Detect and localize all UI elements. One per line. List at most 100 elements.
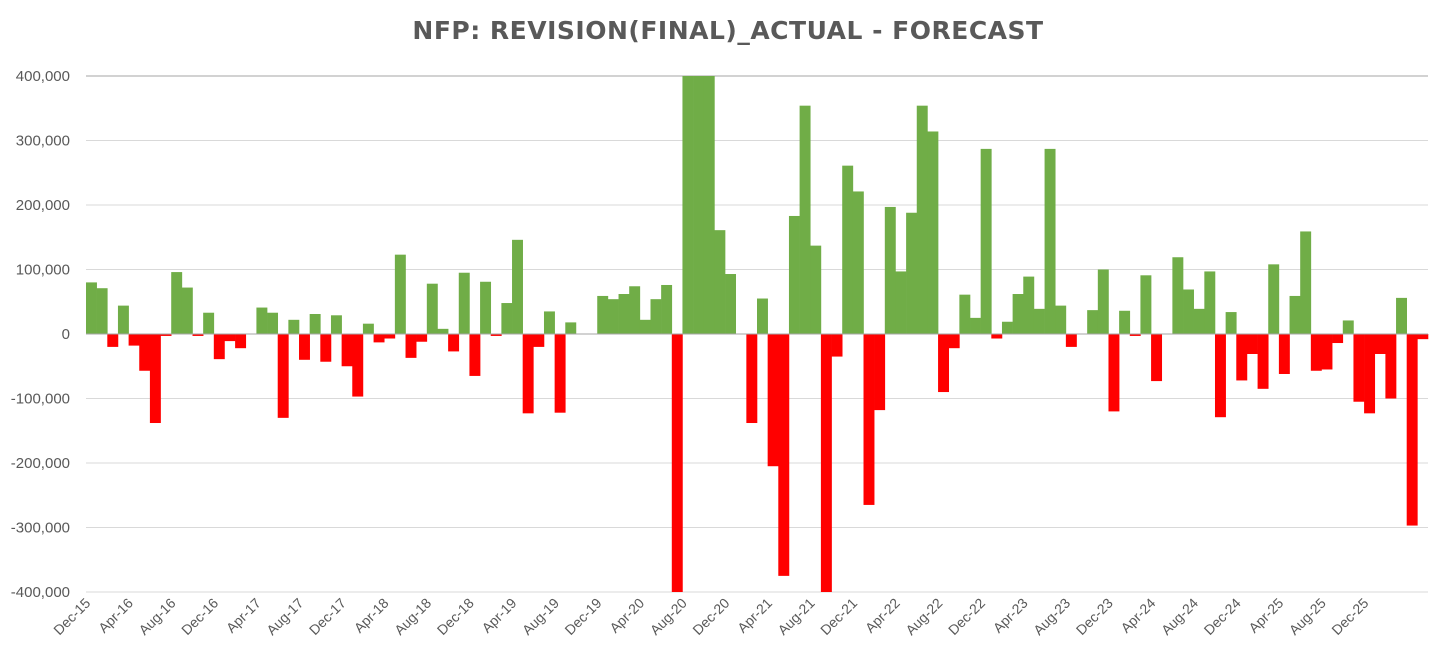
bar	[757, 298, 768, 334]
y-axis-ticks: 400,000 300,000 200,000 100,000 0 -100,000 -20…	[11, 68, 70, 601]
bar	[639, 319, 651, 334]
bar	[831, 334, 843, 357]
x-tick-label: Apr-19	[478, 595, 519, 636]
bar	[1374, 334, 1386, 354]
bar	[1033, 308, 1045, 334]
bar	[1012, 294, 1024, 334]
bar	[490, 334, 502, 336]
x-tick-label: Aug-24	[1158, 595, 1201, 638]
x-tick-label: Dec-18	[434, 595, 477, 638]
bar	[629, 286, 641, 334]
x-tick-label: Dec-20	[689, 595, 732, 638]
bar	[181, 287, 193, 334]
bar	[86, 282, 97, 334]
y-tick-label: 200,000	[16, 197, 70, 214]
x-tick-label: Aug-25	[1286, 595, 1329, 638]
bar	[788, 215, 800, 334]
bar	[107, 334, 119, 347]
bar	[948, 334, 960, 349]
bar	[1055, 305, 1067, 334]
bar	[1183, 289, 1194, 334]
bar	[1065, 334, 1077, 347]
bar	[1001, 321, 1013, 334]
x-tick-label: Apr-21	[734, 595, 775, 636]
bar	[725, 274, 736, 334]
bar	[1140, 275, 1152, 334]
bar	[533, 334, 545, 347]
x-tick-label: Apr-24	[1117, 595, 1158, 636]
bar	[1214, 334, 1226, 418]
x-tick-label: Aug-16	[135, 595, 178, 638]
bar	[842, 165, 854, 334]
bar	[1129, 334, 1141, 336]
bar	[1406, 334, 1418, 526]
bar	[1417, 334, 1429, 340]
bar	[213, 334, 225, 360]
x-tick-label: Aug-18	[391, 595, 434, 638]
x-tick-label: Apr-16	[95, 595, 136, 636]
bar	[480, 281, 492, 334]
bar	[192, 334, 204, 336]
x-tick-label: Aug-20	[647, 595, 690, 638]
bar	[1151, 334, 1163, 382]
bar	[288, 319, 300, 334]
bar	[863, 334, 875, 505]
bar	[1087, 310, 1099, 334]
x-tick-label: Apr-23	[990, 595, 1031, 636]
bar	[149, 334, 161, 424]
bar	[416, 334, 428, 342]
bar	[820, 334, 832, 592]
bar	[799, 105, 811, 334]
bar	[139, 334, 151, 371]
bar	[117, 305, 129, 334]
x-tick-label: Aug-21	[774, 595, 817, 638]
bar	[309, 314, 321, 334]
bar	[341, 334, 353, 367]
bar	[607, 299, 619, 334]
x-tick-label: Dec-17	[306, 595, 349, 638]
bar	[1023, 276, 1035, 334]
bar	[171, 272, 183, 334]
bar	[405, 334, 417, 358]
bar	[543, 311, 555, 334]
bar	[437, 328, 449, 334]
bar	[906, 212, 918, 334]
bar	[224, 334, 236, 342]
bar	[384, 334, 396, 339]
x-tick-label: Apr-20	[606, 595, 647, 636]
bar	[746, 334, 758, 424]
y-tick-label: -100,000	[11, 391, 70, 408]
y-tick-label: -400,000	[11, 584, 70, 601]
x-axis-ticks: Dec-15 Apr-16 Aug-16 Dec-16 Apr-17 Aug-17 Dec-…	[50, 595, 1371, 638]
bar	[1310, 334, 1322, 371]
bar	[235, 334, 247, 349]
y-tick-label: 100,000	[16, 262, 70, 279]
bar	[1278, 334, 1290, 374]
bar	[554, 334, 566, 413]
bar	[394, 254, 406, 334]
bar	[884, 206, 896, 334]
bar	[970, 317, 981, 334]
bar	[1268, 264, 1280, 334]
bar	[299, 334, 310, 360]
bar	[852, 191, 864, 334]
bar	[256, 307, 268, 334]
bar	[916, 105, 928, 334]
bar	[895, 271, 907, 334]
bar	[128, 334, 140, 346]
bar	[618, 294, 630, 334]
x-tick-label: Apr-17	[223, 595, 264, 636]
x-tick-label: Dec-19	[561, 595, 604, 638]
y-tick-label: 300,000	[16, 133, 70, 150]
gridlines	[86, 75, 1428, 593]
bar	[501, 303, 513, 334]
bar	[693, 76, 705, 334]
x-tick-label: Aug-17	[263, 595, 306, 638]
bar	[330, 315, 342, 334]
bar	[874, 334, 886, 411]
bar	[426, 283, 438, 334]
bar	[1342, 320, 1354, 334]
bar	[1119, 310, 1131, 334]
bar	[160, 334, 172, 336]
